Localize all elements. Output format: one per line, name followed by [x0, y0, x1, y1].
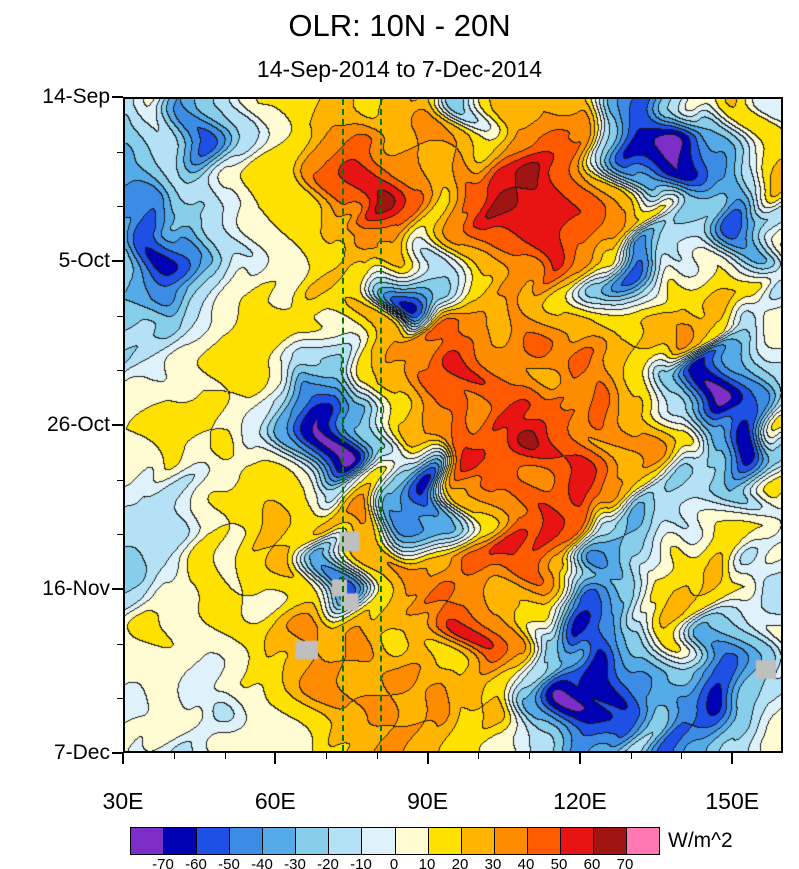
heatmap-canvas	[125, 99, 781, 751]
colorbar-tick-label: -50	[218, 856, 240, 869]
colorbar-segment	[461, 828, 495, 854]
y-minor-tick-mark	[117, 479, 123, 481]
colorbar-tick-label: -10	[350, 856, 372, 869]
y-minor-tick-mark	[117, 643, 123, 645]
colorbar-segment	[560, 828, 594, 854]
colorbar-tick-label: -70	[152, 856, 174, 869]
x-minor-tick-mark	[173, 753, 175, 759]
x-major-tick-mark	[122, 753, 124, 764]
colorbar-tick-label: 70	[616, 856, 634, 869]
x-minor-tick-mark	[529, 753, 531, 759]
colorbar-segment	[494, 828, 528, 854]
page-subtitle: 14-Sep-2014 to 7-Dec-2014	[256, 56, 543, 82]
x-axis-tick-label: 90E	[407, 788, 449, 814]
x-minor-tick-mark	[681, 753, 683, 759]
page-title: OLR: 10N - 20N	[288, 8, 511, 43]
colorbar-tick-label: 60	[583, 856, 601, 869]
y-major-tick-mark	[112, 96, 123, 98]
colorbar-segment	[395, 828, 429, 854]
x-minor-tick-mark	[478, 753, 480, 759]
colorbar-segment	[428, 828, 462, 854]
colorbar-tick-label: -20	[317, 856, 339, 869]
x-axis-tick-label: 150E	[705, 788, 760, 814]
colorbar-segment	[263, 828, 297, 854]
x-axis-tick-label: 30E	[102, 788, 144, 814]
y-axis-tick-label: 26-Oct	[46, 413, 110, 436]
y-major-tick-mark	[112, 424, 123, 426]
colorbar	[130, 827, 660, 855]
colorbar-segment	[197, 828, 231, 854]
y-minor-tick-mark	[117, 534, 123, 536]
colorbar-tick-label: 20	[451, 856, 469, 869]
colorbar-tick-label: -60	[185, 856, 207, 869]
x-axis-tick-label: 120E	[553, 788, 607, 814]
x-axis-tick-label: 60E	[254, 788, 296, 814]
colorbar-segment	[362, 828, 396, 854]
x-major-tick-mark	[578, 753, 581, 764]
colorbar-segment	[329, 828, 363, 854]
y-minor-tick-mark	[117, 370, 123, 372]
x-major-tick-mark	[274, 753, 277, 764]
x-major-tick-mark	[731, 753, 734, 764]
y-minor-tick-mark	[117, 151, 123, 153]
colorbar-tick-label: -30	[284, 856, 306, 869]
colorbar-tick-label: -40	[251, 856, 273, 869]
colorbar-segment	[164, 828, 198, 854]
x-minor-tick-mark	[376, 753, 378, 759]
y-major-tick-mark	[112, 752, 123, 754]
y-axis-tick-label: 5-Oct	[58, 249, 110, 272]
colorbar-segment	[593, 828, 627, 854]
y-axis-tick-label: 14-Sep	[42, 85, 110, 108]
y-minor-tick-mark	[117, 206, 123, 208]
colorbar-segment	[527, 828, 561, 854]
colorbar-segment	[296, 828, 330, 854]
colorbar-segment	[626, 828, 659, 854]
y-minor-tick-mark	[117, 315, 123, 317]
colorbar-tick-label: 50	[550, 856, 568, 869]
y-major-tick-mark	[112, 588, 123, 590]
y-minor-tick-mark	[117, 698, 123, 700]
y-axis-tick-label: 16-Nov	[42, 577, 110, 600]
colorbar-tick-label: 40	[517, 856, 535, 869]
x-minor-tick-mark	[630, 753, 632, 759]
y-axis-tick-label: 7-Dec	[53, 741, 110, 764]
colorbar-tick-label: 10	[418, 856, 436, 869]
colorbar-tick-label: 0	[389, 856, 399, 869]
colorbar-units-label: W/m^2	[668, 829, 733, 852]
colorbar-segment	[230, 828, 264, 854]
x-minor-tick-mark	[326, 753, 328, 759]
plot-frame	[123, 97, 783, 753]
y-major-tick-mark	[112, 260, 123, 262]
x-minor-tick-mark	[224, 753, 226, 759]
x-major-tick-mark	[426, 753, 429, 764]
colorbar-tick-label: 30	[484, 856, 502, 869]
colorbar-segment	[131, 828, 165, 854]
